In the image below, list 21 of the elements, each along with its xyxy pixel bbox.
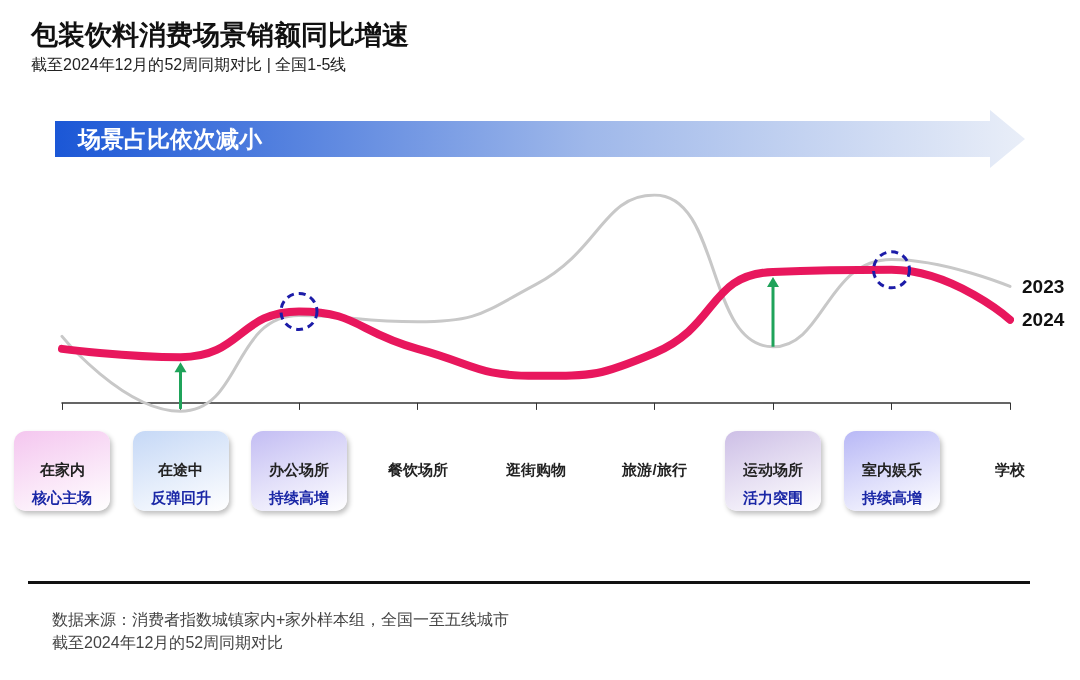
x-tick-label: 学校: [995, 461, 1026, 478]
source-note: 数据来源：消费者指数城镇家内+家外样本组，全国一至五线城市: [52, 610, 510, 630]
x-tick-label: 在家内: [38, 461, 85, 478]
x-tick-label: 室内娱乐: [861, 461, 922, 478]
text: 核心主场: [30, 488, 93, 508]
x-tick-label: 办公场所: [268, 461, 329, 478]
text: 持续高增: [268, 488, 330, 508]
chart-title: 包装饮料消费场景销额同比增速: [30, 19, 409, 50]
series-label: 2023: [1022, 275, 1065, 297]
series-label: 2024: [1022, 309, 1065, 331]
x-tick-label: 餐饮场所: [386, 461, 448, 478]
x-tick-label: 在途中: [157, 461, 203, 478]
x-tick-label: 旅游/旅行: [621, 461, 687, 478]
x-tick-label: 逛街购物: [505, 461, 566, 478]
text: 活力突围: [742, 488, 804, 508]
text: 持续高增: [860, 488, 923, 508]
text: 截至2024年12月的52周同期对比: [52, 633, 284, 653]
text: 场景占比依次减小: [78, 125, 262, 154]
text: 反弹回升: [149, 488, 212, 508]
chart-subtitle: 截至2024年12月的52周同期对比 | 全国1-5线: [31, 55, 347, 73]
x-tick-label: 运动场所: [742, 461, 803, 478]
